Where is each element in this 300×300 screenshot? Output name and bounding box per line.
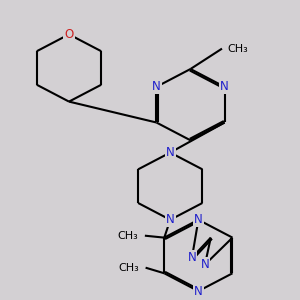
- Text: N: N: [201, 258, 209, 271]
- Text: CH₃: CH₃: [118, 263, 139, 273]
- Text: CH₃: CH₃: [227, 44, 248, 54]
- Text: N: N: [166, 146, 175, 159]
- Text: N: N: [166, 213, 175, 226]
- Text: N: N: [194, 213, 203, 226]
- Text: CH₃: CH₃: [118, 231, 138, 241]
- Text: N: N: [194, 285, 203, 298]
- Text: N: N: [220, 80, 229, 93]
- Text: O: O: [64, 28, 74, 41]
- Text: N: N: [188, 251, 196, 264]
- Text: N: N: [152, 80, 161, 93]
